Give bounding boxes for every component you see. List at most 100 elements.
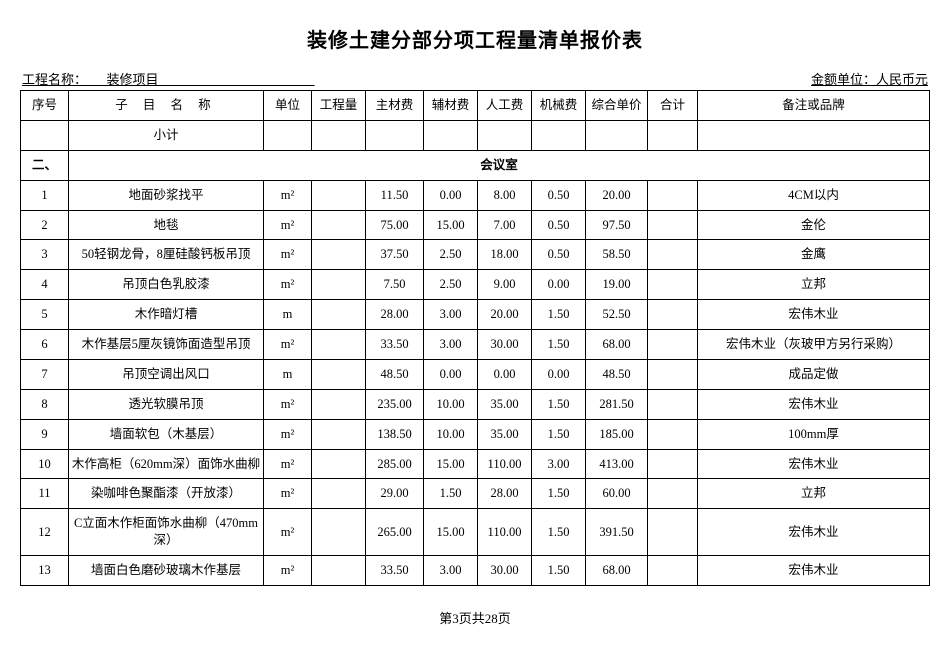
cell-qty: [312, 479, 366, 509]
cell-name: 透光软膜吊顶: [69, 389, 264, 419]
cell-unit: m²: [264, 270, 312, 300]
table-row: 7吊顶空调出风口m48.500.000.000.0048.50成品定做: [21, 359, 930, 389]
cell-price: 97.50: [586, 210, 648, 240]
subtotal-label: 小计: [69, 120, 264, 150]
cell-unit: m²: [264, 180, 312, 210]
cell-total: [648, 270, 698, 300]
meta-row: 工程名称： 装修项目 金额单位：人民币元: [20, 69, 930, 88]
cell-total: [648, 419, 698, 449]
cell-note: 宏伟木业: [698, 449, 930, 479]
cell-name: 木作基层5厘灰镜饰面造型吊顶: [69, 330, 264, 360]
cell-labor: 110.00: [478, 449, 532, 479]
cell-total: [648, 509, 698, 556]
cell-aux: 0.00: [424, 359, 478, 389]
cell-labor: 30.00: [478, 556, 532, 586]
cell-seq: 4: [21, 270, 69, 300]
cell-aux: 15.00: [424, 449, 478, 479]
cell-note: 100mm厚: [698, 419, 930, 449]
subtotal-row: 小计: [21, 120, 930, 150]
cell-labor: 28.00: [478, 479, 532, 509]
table-row: 2地毯m²75.0015.007.000.5097.50金伦: [21, 210, 930, 240]
cell-total: [648, 210, 698, 240]
cell-mach: 1.50: [532, 330, 586, 360]
cell-total: [648, 180, 698, 210]
cell-aux: 10.00: [424, 389, 478, 419]
cell-main: 265.00: [366, 509, 424, 556]
cell-name: 染咖啡色聚酯漆（开放漆）: [69, 479, 264, 509]
cell-note: 立邦: [698, 270, 930, 300]
table-row: 1地面砂浆找平m²11.500.008.000.5020.004CM以内: [21, 180, 930, 210]
table-row: 10木作高柜（620mm深）面饰水曲柳m²285.0015.00110.003.…: [21, 449, 930, 479]
section-seq: 二、: [21, 150, 69, 180]
table-row: 4吊顶白色乳胶漆m²7.502.509.000.0019.00立邦: [21, 270, 930, 300]
cell-main: 28.00: [366, 300, 424, 330]
cell-name: 墙面白色磨砂玻璃木作基层: [69, 556, 264, 586]
cell-qty: [312, 270, 366, 300]
cell-mach: 0.50: [532, 240, 586, 270]
cell-aux: 1.50: [424, 479, 478, 509]
project-value: 装修项目: [107, 72, 159, 87]
cell-mach: 0.50: [532, 180, 586, 210]
currency-unit: 金额单位：人民币元: [811, 69, 928, 88]
col-price: 综合单价: [586, 91, 648, 121]
cell-qty: [312, 556, 366, 586]
cell-unit: m²: [264, 210, 312, 240]
cell-mach: 0.50: [532, 210, 586, 240]
cell-unit: m²: [264, 419, 312, 449]
cell-seq: 2: [21, 210, 69, 240]
cell-unit: m²: [264, 240, 312, 270]
cell-name: 地毯: [69, 210, 264, 240]
cell-main: 285.00: [366, 449, 424, 479]
table-row: 350轻钢龙骨，8厘硅酸钙板吊顶m²37.502.5018.000.5058.5…: [21, 240, 930, 270]
cell-aux: 3.00: [424, 556, 478, 586]
cell-mach: 1.50: [532, 419, 586, 449]
cell-labor: 0.00: [478, 359, 532, 389]
cell-note: 4CM以内: [698, 180, 930, 210]
cell-main: 29.00: [366, 479, 424, 509]
cell-aux: 3.00: [424, 300, 478, 330]
cell-labor: 7.00: [478, 210, 532, 240]
project-label: 工程名称：: [22, 72, 87, 87]
cell-qty: [312, 389, 366, 419]
cell-name: 50轻钢龙骨，8厘硅酸钙板吊顶: [69, 240, 264, 270]
cell-seq: 1: [21, 180, 69, 210]
cell-price: 185.00: [586, 419, 648, 449]
cell-unit: m²: [264, 330, 312, 360]
cell-total: [648, 556, 698, 586]
section-row: 二、 会议室: [21, 150, 930, 180]
table-row: 8透光软膜吊顶m²235.0010.0035.001.50281.50宏伟木业: [21, 389, 930, 419]
table-row: 11染咖啡色聚酯漆（开放漆）m²29.001.5028.001.5060.00立…: [21, 479, 930, 509]
cell-price: 391.50: [586, 509, 648, 556]
cell-seq: 10: [21, 449, 69, 479]
cell-unit: m²: [264, 509, 312, 556]
cell-main: 11.50: [366, 180, 424, 210]
cell-main: 7.50: [366, 270, 424, 300]
cell-price: 281.50: [586, 389, 648, 419]
cell-aux: 2.50: [424, 270, 478, 300]
cell-price: 48.50: [586, 359, 648, 389]
cell-name: 地面砂浆找平: [69, 180, 264, 210]
cell-name: 吊顶空调出风口: [69, 359, 264, 389]
table-row: 13墙面白色磨砂玻璃木作基层m²33.503.0030.001.5068.00宏…: [21, 556, 930, 586]
cell-seq: 7: [21, 359, 69, 389]
cell-total: [648, 449, 698, 479]
table-row: 6木作基层5厘灰镜饰面造型吊顶m²33.503.0030.001.5068.00…: [21, 330, 930, 360]
cell-qty: [312, 509, 366, 556]
cell-note: 宏伟木业: [698, 556, 930, 586]
cell-mach: 1.50: [532, 300, 586, 330]
cell-aux: 0.00: [424, 180, 478, 210]
cell-labor: 35.00: [478, 419, 532, 449]
cell-labor: 30.00: [478, 330, 532, 360]
cell-note: 宏伟木业: [698, 389, 930, 419]
cell-name: 木作暗灯槽: [69, 300, 264, 330]
cell-name: 吊顶白色乳胶漆: [69, 270, 264, 300]
cell-note: 宏伟木业（灰玻甲方另行采购）: [698, 330, 930, 360]
cell-unit: m²: [264, 479, 312, 509]
cell-qty: [312, 449, 366, 479]
col-unit: 单位: [264, 91, 312, 121]
cell-aux: 10.00: [424, 419, 478, 449]
col-aux: 辅材费: [424, 91, 478, 121]
cell-unit: m²: [264, 556, 312, 586]
cell-seq: 11: [21, 479, 69, 509]
cell-note: 金伦: [698, 210, 930, 240]
